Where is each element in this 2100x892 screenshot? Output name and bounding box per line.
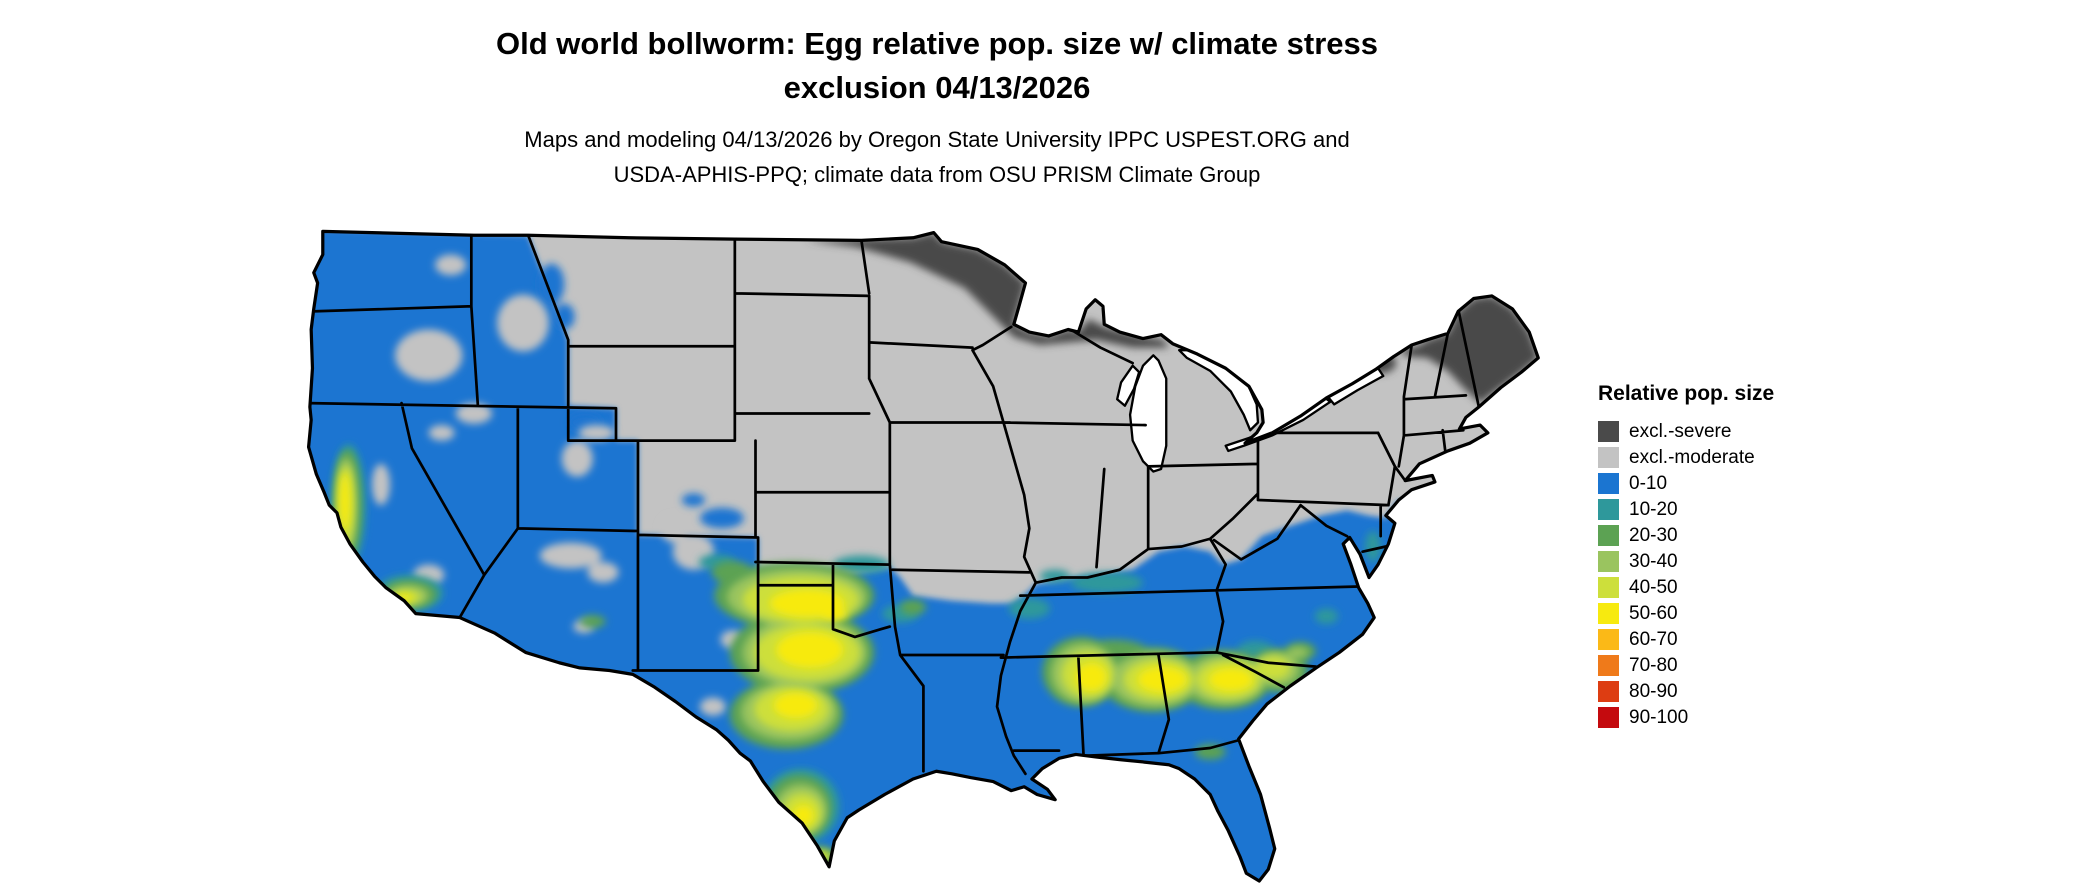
legend-label: 60-70 (1629, 628, 1678, 650)
legend-swatch (1598, 420, 1619, 442)
legend-swatch (1598, 680, 1619, 702)
legend-item: excl.-moderate (1598, 444, 1774, 470)
legend-item: excl.-severe (1598, 418, 1774, 444)
legend-label: 30-40 (1629, 550, 1678, 572)
legend-label: 40-50 (1629, 576, 1678, 598)
legend-item: 50-60 (1598, 600, 1774, 626)
legend-label: 0-10 (1629, 472, 1668, 494)
legend-item: 40-50 (1598, 574, 1774, 600)
us-outline (306, 229, 1540, 883)
page-title: Old world bollworm: Egg relative pop. si… (337, 22, 1537, 110)
legend-item: 20-30 (1598, 522, 1774, 548)
region-population-50-60 (339, 472, 1253, 826)
page-subtitle-line2: USDA-APHIS-PPQ; climate data from OSU PR… (613, 162, 1261, 187)
mountain-exclusion-patches (371, 254, 744, 716)
legend-item: 60-70 (1598, 626, 1774, 652)
legend: Relative pop. size excl.-severe excl.-mo… (1598, 382, 1774, 730)
legend-label: 70-80 (1629, 654, 1678, 676)
legend-label: excl.-severe (1629, 420, 1732, 442)
legend-swatch (1598, 498, 1619, 520)
legend-label: 80-90 (1629, 680, 1678, 702)
map-fill-layers (308, 231, 1539, 882)
legend-items: excl.-severe excl.-moderate 0-10 10-20 2… (1598, 418, 1774, 730)
us-map-svg (306, 229, 1540, 883)
legend-label: 20-30 (1629, 524, 1678, 546)
legend-swatch (1598, 628, 1619, 650)
us-choropleth-map (306, 226, 1546, 892)
legend-swatch (1598, 472, 1619, 494)
legend-label: 90-100 (1629, 706, 1689, 728)
legend-swatch (1598, 576, 1619, 598)
legend-label: 50-60 (1629, 602, 1678, 624)
page-title-line2: exclusion 04/13/2026 (783, 70, 1091, 105)
legend-item: 90-100 (1598, 704, 1774, 730)
legend-label: excl.-moderate (1629, 446, 1755, 468)
legend-label: 10-20 (1629, 498, 1678, 520)
page-subtitle: Maps and modeling 04/13/2026 by Oregon S… (337, 122, 1537, 192)
blue-valley-patches (538, 263, 744, 529)
legend-swatch (1598, 524, 1619, 546)
legend-item: 0-10 (1598, 470, 1774, 496)
legend-swatch (1598, 602, 1619, 624)
legend-item: 30-40 (1598, 548, 1774, 574)
page-subtitle-line1: Maps and modeling 04/13/2026 by Oregon S… (524, 127, 1350, 152)
page-title-line1: Old world bollworm: Egg relative pop. si… (496, 26, 1378, 61)
legend-title: Relative pop. size (1598, 382, 1775, 405)
legend-item: 80-90 (1598, 678, 1774, 704)
legend-swatch (1598, 446, 1619, 468)
legend-item: 10-20 (1598, 496, 1774, 522)
state-borders (308, 233, 1481, 776)
green-bay (1116, 364, 1141, 407)
legend-swatch (1598, 550, 1619, 572)
region-population-0-10 (308, 231, 1448, 882)
legend-swatch (1598, 706, 1619, 728)
legend-swatch (1598, 654, 1619, 676)
legend-item: 70-80 (1598, 652, 1774, 678)
